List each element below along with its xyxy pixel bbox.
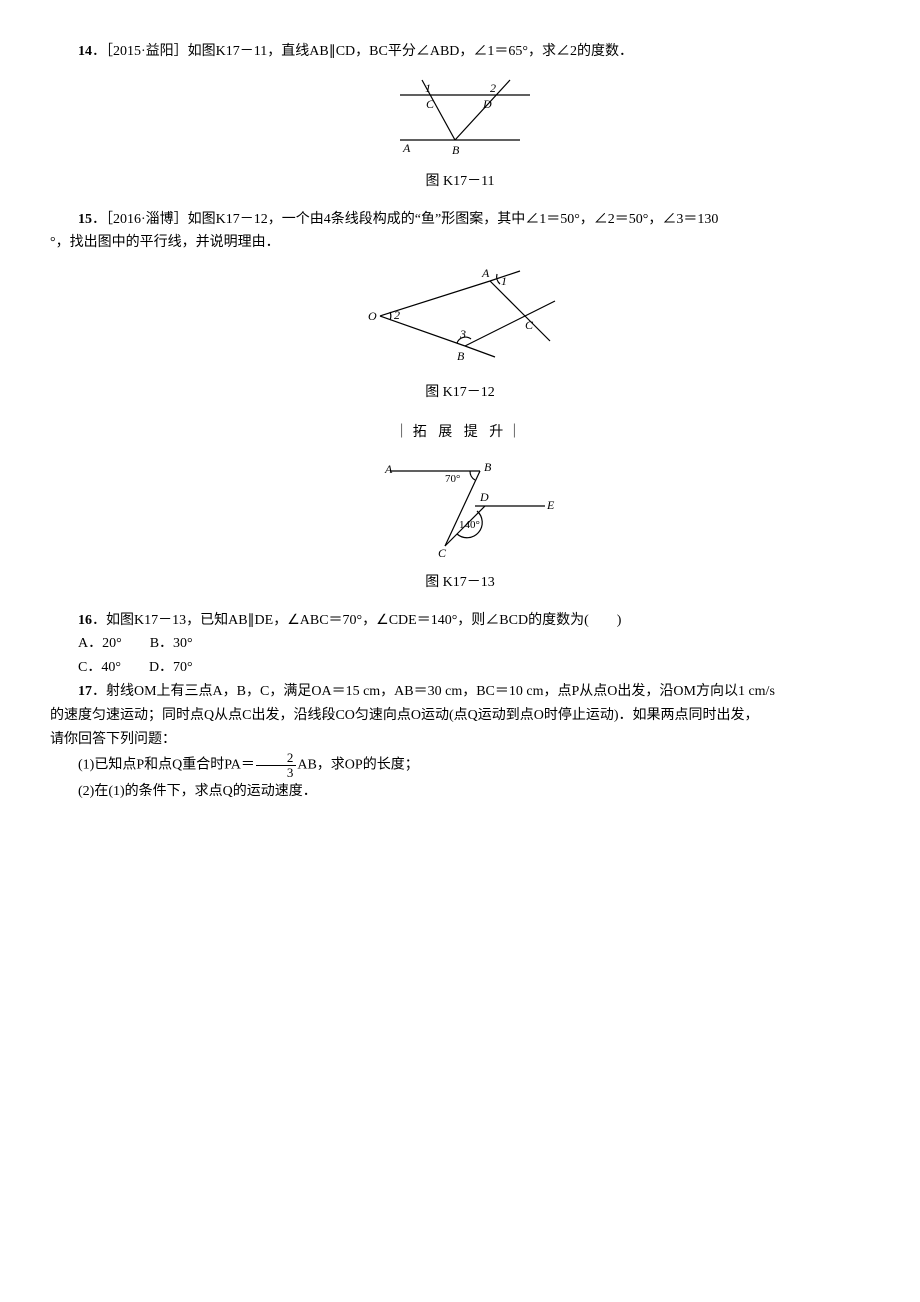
label-C: C [525,318,534,332]
gap [122,636,150,651]
q15-text-cont: °，找出图中的平行线，并说明理由． [50,231,870,255]
q16-opt-A: A．20° [78,636,122,651]
label-70: 70° [445,473,460,485]
q17-no: 17 [78,684,92,699]
label-B: B [457,349,465,363]
q16-opt-B: B．30° [150,636,193,651]
label-B: B [452,143,460,157]
label-C: C [426,97,435,111]
label-B: B [484,460,492,474]
section-title: ｜拓 展 提 升｜ [50,421,870,445]
q15-tag: ． [92,212,106,227]
label-1: 1 [501,274,507,288]
label-O: O [368,309,377,323]
q16-opt-C: C．40° [78,660,121,675]
q16-text: 16．如图K17－13，已知AB∥DE，∠ABC＝70°，∠CDE＝140°，则… [50,609,870,633]
label-2: 2 [394,308,400,322]
q17-sub1-b: AB，求OP的长度； [297,758,418,773]
q16-opts-1: A．20° B．30° [50,632,870,656]
label-1: 1 [425,81,431,95]
q15-no: 15 [78,212,92,227]
gap2 [121,660,149,675]
q17-line2: 的速度匀速运动；同时点Q从点C出发，沿线段CO匀速向点O运动(点Q运动到点O时停… [50,704,870,728]
q16-opt-D: D．70° [149,660,193,675]
label-D: D [482,97,492,111]
label-140: 140° [459,519,480,531]
q16-caption: 图 K17－13 [50,571,870,595]
q15-text: 15．［2016·淄博］如图K17－12，一个由4条线段构成的“鱼”形图案，其中… [50,208,870,232]
q14-tag: ． [92,44,106,59]
q17-line3: 请你回答下列问题： [50,728,870,752]
frac-den: 3 [256,766,297,780]
label-C: C [438,546,447,560]
q16-body: 如图K17－13，已知AB∥DE，∠ABC＝70°，∠CDE＝140°，则∠BC… [106,613,621,628]
q14-caption: 图 K17－11 [50,170,870,194]
label-3: 3 [459,327,466,341]
q14-src: ［2015·益阳］ [106,44,188,59]
fraction: 23 [256,751,297,779]
label-D: D [479,490,489,504]
q16-opts-2: C．40° D．70° [50,656,870,680]
q15-body-b: °，找出图中的平行线，并说明理由． [50,235,280,250]
q16-tag: ． [92,613,106,628]
q17-sub1: (1)已知点P和点Q重合时PA＝23AB，求OP的长度； [50,751,870,779]
q14-body: 如图K17－11，直线AB∥CD，BC平分∠ABD，∠1＝65°，求∠2的度数． [188,44,633,59]
q17-line1: 17．射线OM上有三点A，B，C，满足OA＝15 cm，AB＝30 cm，BC＝… [50,680,870,704]
frac-num: 2 [256,751,297,766]
q17-l1: 射线OM上有三点A，B，C，满足OA＝15 cm，AB＝30 cm，BC＝10 … [106,684,775,699]
q15-caption: 图 K17－12 [50,381,870,405]
q17-sub2: (2)在(1)的条件下，求点Q的运动速度． [50,780,870,804]
q15-svg: A O B C 1 2 3 [350,261,570,371]
q17-sub1-a: (1)已知点P和点Q重合时PA＝ [78,758,255,773]
label-2: 2 [490,81,496,95]
q14-svg: 1 2 C D A B [370,70,550,160]
label-E: E [546,498,555,512]
label-A: A [384,462,393,476]
q14-no: 14 [78,44,92,59]
q16-figure: A B C D E 70° 140° [50,451,870,561]
label-A: A [402,141,411,155]
q15-src: ［2016·淄博］ [106,212,188,227]
q14-figure: 1 2 C D A B [50,70,870,160]
q17-tag: ． [92,684,106,699]
q15-body-a: 如图K17－12，一个由4条线段构成的“鱼”形图案，其中∠1＝50°，∠2＝50… [188,212,719,227]
label-A: A [481,266,490,280]
q14-text: 14．［2015·益阳］如图K17－11，直线AB∥CD，BC平分∠ABD，∠1… [50,40,870,64]
q15-figure: A O B C 1 2 3 [50,261,870,371]
q16-svg: A B C D E 70° 140° [360,451,560,561]
q16-no: 16 [78,613,92,628]
page: 14．［2015·益阳］如图K17－11，直线AB∥CD，BC平分∠ABD，∠1… [0,0,920,843]
